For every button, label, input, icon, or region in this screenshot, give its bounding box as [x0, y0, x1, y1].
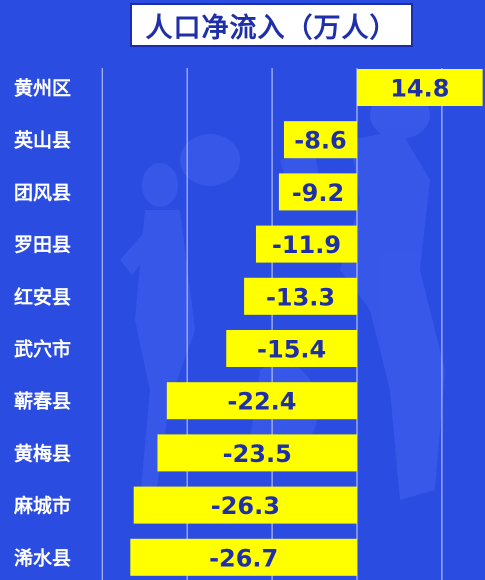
category-label: 黄州区 — [14, 77, 71, 100]
category-label: 武穴市 — [14, 338, 71, 361]
category-label: 团风县 — [14, 182, 71, 204]
data-label: -26.3 — [211, 492, 280, 520]
bar — [166, 382, 357, 420]
category-label: 英山县 — [14, 129, 71, 152]
category-label: 黄梅县 — [14, 442, 71, 465]
data-label: -26.7 — [209, 544, 278, 572]
category-label: 麻城市 — [13, 494, 71, 517]
bar — [244, 277, 357, 315]
category-label: 红安县 — [14, 285, 71, 308]
chart-title-box: 人口净流入（万人） — [130, 3, 413, 47]
bar — [226, 330, 357, 367]
chart-title: 人口净流入（万人） — [145, 12, 398, 44]
data-label: -8.6 — [294, 127, 346, 155]
bar — [130, 538, 357, 576]
bar — [133, 486, 357, 524]
data-label: -15.4 — [257, 336, 326, 364]
data-label: -11.9 — [272, 231, 341, 259]
data-label: -22.4 — [227, 388, 296, 416]
category-label: 罗田县 — [14, 234, 71, 256]
bar — [255, 225, 357, 263]
category-label: 浠水县 — [14, 546, 71, 569]
data-label: -9.2 — [292, 179, 344, 207]
bar — [278, 173, 357, 211]
data-label: 14.8 — [390, 75, 449, 103]
category-label: 蕲春县 — [14, 390, 71, 413]
bar — [357, 69, 483, 106]
bar — [283, 121, 357, 159]
bar — [157, 434, 357, 472]
data-label: -13.3 — [266, 283, 335, 311]
data-label: -23.5 — [223, 440, 292, 468]
